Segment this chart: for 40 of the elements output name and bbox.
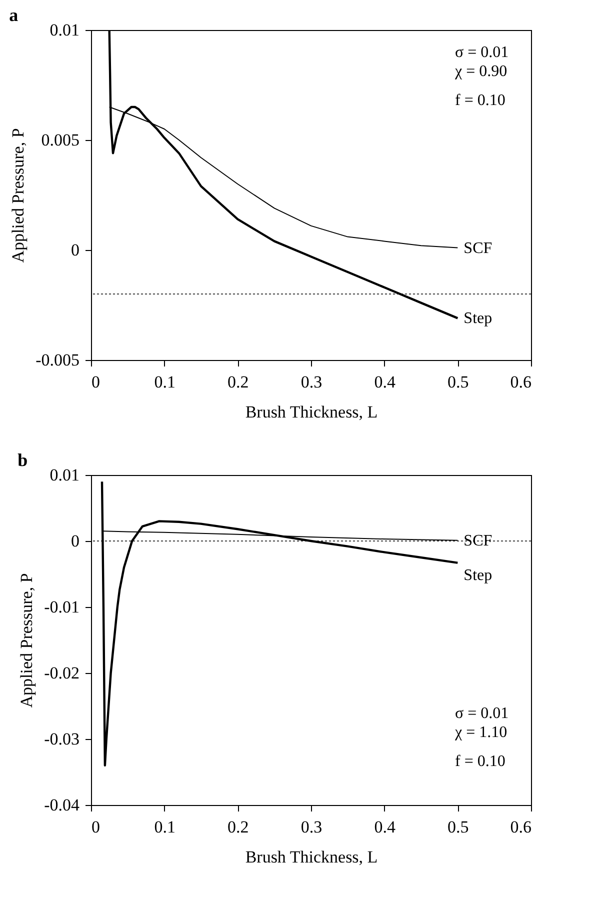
x-tick-label: 0.4 [374,372,396,392]
annotation: f = 0.10 [455,753,506,770]
annotation: σ = 0.01 [455,705,509,722]
y-tick-label: -0.005 [36,350,80,370]
y-tick-label: 0.005 [41,130,80,150]
series-label: SCF [464,240,492,257]
chart-title: b [18,450,28,470]
x-tick-label: 0.4 [374,818,396,836]
x-tick-label: 0.1 [154,818,176,836]
annotation: f = 0.10 [455,92,506,109]
y-tick-label: -0.01 [44,598,80,616]
y-tick-label: 0.01 [50,20,80,40]
x-tick-label: 0.6 [510,372,532,392]
x-tick-label: 0 [92,372,100,392]
x-tick-label: 0.2 [228,372,249,392]
x-tick-label: 0.2 [228,818,249,836]
y-axis-title: Applied Pressure, P [8,128,28,263]
x-tick-label: 0.5 [448,372,469,392]
series-label: Step [464,566,492,584]
x-axis-title: Brush Thickness, L [245,402,378,422]
x-tick-label: 0 [92,818,100,836]
x-tick-label: 0.3 [300,818,322,836]
y-tick-label: 0 [71,240,80,260]
chart-title: a [9,5,18,25]
series-label: SCF [464,532,492,550]
annotation: χ = 0.90 [454,63,508,80]
series-label: Step [464,310,492,328]
y-tick-label: 0 [71,532,80,550]
annotation: χ = 1.10 [454,724,508,741]
y-tick-label: -0.04 [44,796,80,814]
annotation: σ = 0.01 [455,44,509,61]
y-tick-label: -0.03 [44,730,80,748]
y-axis-title: Applied Pressure, P [17,573,36,708]
x-tick-label: 0.5 [448,818,469,836]
x-tick-label: 0.3 [300,372,322,392]
x-tick-label: 0.6 [510,818,532,836]
x-axis-title: Brush Thickness, L [245,848,378,866]
x-tick-label: 0.1 [154,372,176,392]
y-tick-label: 0.01 [50,466,80,484]
y-tick-label: -0.02 [44,664,80,682]
